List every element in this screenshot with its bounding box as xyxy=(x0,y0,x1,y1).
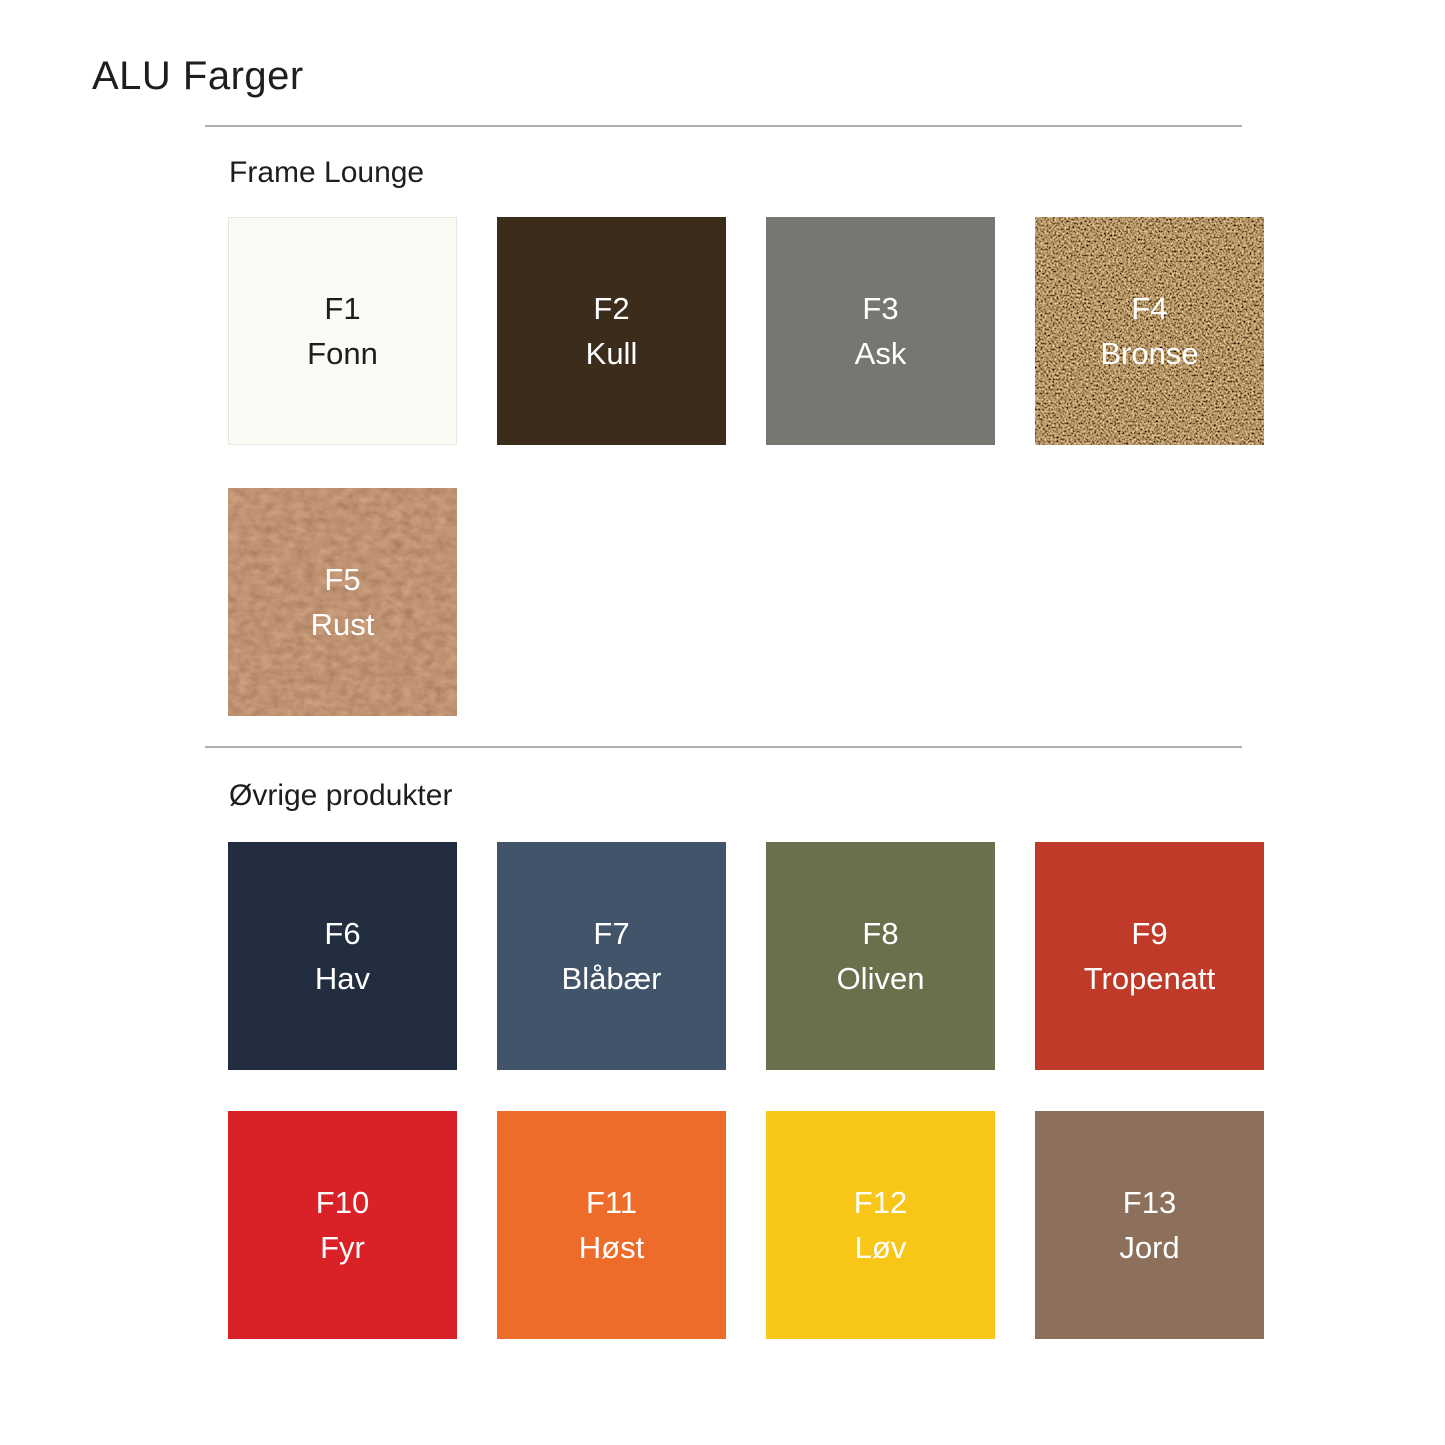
swatch-label: F1 Fonn xyxy=(307,286,378,376)
swatch-code: F10 xyxy=(315,1185,370,1220)
swatch-code: F9 xyxy=(1131,916,1168,951)
ovrige-produkter-swatch-grid: F6 Hav F7 Blåbær F8 Oliven F9 Tropenatt … xyxy=(228,842,1264,1339)
swatch-label: F8 Oliven xyxy=(837,911,925,1001)
swatch-name: Løv xyxy=(854,1230,907,1265)
section-heading-ovrige-produkter: Øvrige produkter xyxy=(229,779,453,812)
swatch-f6-hav: F6 Hav xyxy=(228,842,457,1070)
swatch-label: F9 Tropenatt xyxy=(1084,911,1216,1001)
swatch-label: F7 Blåbær xyxy=(562,911,662,1001)
swatch-f1-fonn: F1 Fonn xyxy=(228,217,457,445)
swatch-label: F6 Hav xyxy=(315,911,370,1001)
swatch-code: F4 xyxy=(1131,291,1168,326)
frame-lounge-swatch-grid: F1 Fonn F2 Kull F3 Ask F4 Bronse F5 Rust xyxy=(228,217,1264,716)
swatch-name: Fyr xyxy=(320,1230,365,1265)
swatch-f13-jord: F13 Jord xyxy=(1035,1111,1264,1339)
swatch-label: F10 Fyr xyxy=(316,1180,369,1270)
swatch-f5-rust: F5 Rust xyxy=(228,488,457,716)
section-divider-top xyxy=(205,125,1242,127)
section-heading-frame-lounge: Frame Lounge xyxy=(229,156,425,189)
swatch-label: F4 Bronse xyxy=(1100,286,1198,376)
swatch-name: Fonn xyxy=(307,336,378,371)
swatch-f8-oliven: F8 Oliven xyxy=(766,842,995,1070)
swatch-f4-bronse: F4 Bronse xyxy=(1035,217,1264,445)
swatch-name: Bronse xyxy=(1100,336,1199,371)
swatch-label: F5 Rust xyxy=(311,557,375,647)
swatch-code: F8 xyxy=(862,916,899,951)
swatch-code: F13 xyxy=(1122,1185,1177,1220)
swatch-name: Høst xyxy=(578,1230,645,1265)
swatch-code: F6 xyxy=(324,916,361,951)
swatch-label: F2 Kull xyxy=(586,286,638,376)
page-title: ALU Farger xyxy=(92,54,304,98)
swatch-label: F13 Jord xyxy=(1119,1180,1179,1270)
swatch-f2-kull: F2 Kull xyxy=(497,217,726,445)
bronze-speckle-texture xyxy=(1035,217,1264,445)
swatch-name: Oliven xyxy=(836,961,925,996)
swatch-name: Blåbær xyxy=(561,961,662,996)
swatch-f12-lov: F12 Løv xyxy=(766,1111,995,1339)
swatch-f10-fyr: F10 Fyr xyxy=(228,1111,457,1339)
swatch-code: F1 xyxy=(324,291,361,326)
swatch-code: F3 xyxy=(862,291,899,326)
swatch-f7-blabaer: F7 Blåbær xyxy=(497,842,726,1070)
swatch-name: Tropenatt xyxy=(1083,961,1216,996)
swatch-name: Rust xyxy=(310,607,375,642)
swatch-name: Jord xyxy=(1119,1230,1180,1265)
swatch-label: F12 Løv xyxy=(854,1180,907,1270)
swatch-f3-ask: F3 Ask xyxy=(766,217,995,445)
swatch-code: F12 xyxy=(853,1185,908,1220)
swatch-code: F11 xyxy=(585,1185,638,1220)
swatch-code: F5 xyxy=(324,562,361,597)
rust-mottle-texture xyxy=(228,488,457,716)
section-divider-bottom xyxy=(205,746,1242,748)
swatch-label: F3 Ask xyxy=(855,286,907,376)
swatch-code: F7 xyxy=(593,916,630,951)
swatch-name: Hav xyxy=(314,961,371,996)
swatch-name: Ask xyxy=(854,336,907,371)
swatch-name: Kull xyxy=(585,336,638,371)
swatch-label: F11 Høst xyxy=(579,1180,644,1270)
swatch-f11-host: F11 Høst xyxy=(497,1111,726,1339)
swatch-code: F2 xyxy=(593,291,630,326)
swatch-f9-tropenatt: F9 Tropenatt xyxy=(1035,842,1264,1070)
